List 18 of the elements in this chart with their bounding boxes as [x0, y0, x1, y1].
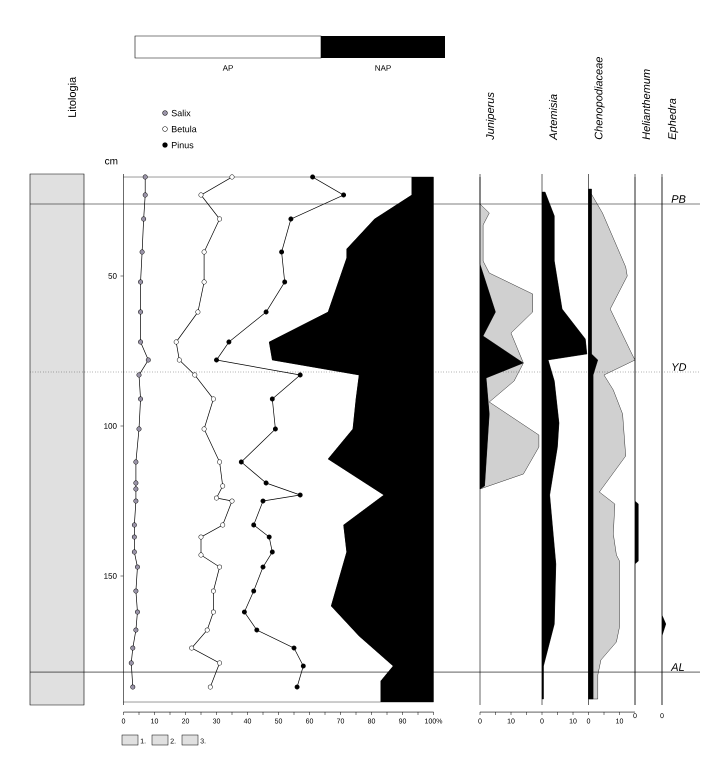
legend-label: Pinus: [172, 142, 194, 148]
y-tick-label: 50: [108, 273, 117, 279]
y-tick-label: 100: [104, 423, 117, 429]
ref-line-label: YD: [672, 363, 686, 371]
chart-title: Artemisia: [548, 94, 558, 140]
chart-title: Ephedra: [668, 98, 678, 140]
text: AP: [222, 65, 233, 71]
ref-line-label: AL: [670, 663, 684, 671]
y-axis-title: cm: [105, 159, 118, 164]
chart-title: Chenopodiaceae: [594, 57, 605, 140]
chart-title: Helianthemum: [642, 69, 650, 140]
chart-title: Juniperus: [486, 92, 496, 140]
ref-line-label: PB: [672, 195, 686, 203]
y-tick-label: 150: [104, 573, 117, 579]
legend-label: Salix: [172, 110, 191, 116]
text: Litologia: [68, 76, 78, 117]
legend-label: Betula: [172, 126, 197, 132]
text: NAP: [375, 65, 391, 71]
